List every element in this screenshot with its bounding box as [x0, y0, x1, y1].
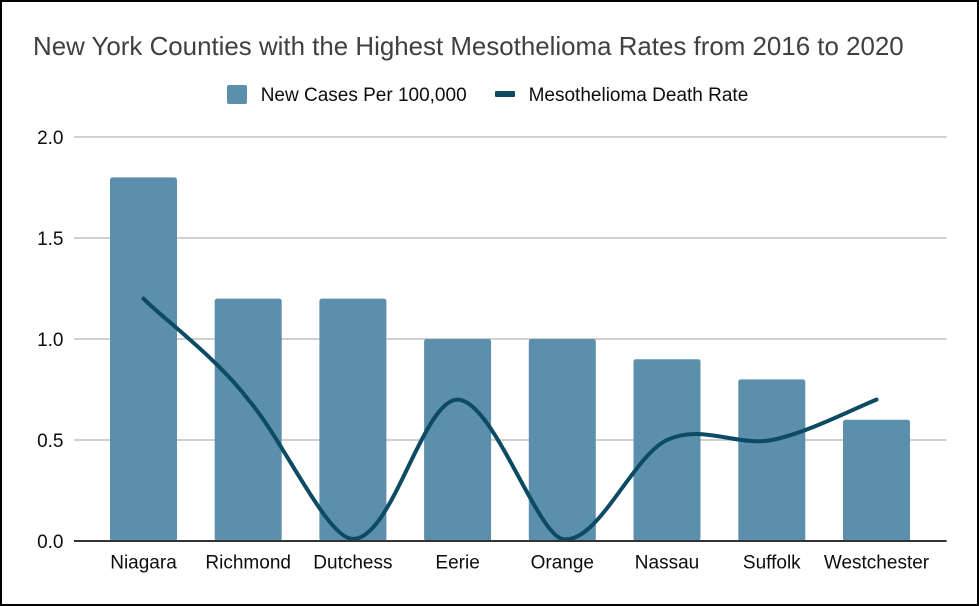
- svg-text:1.5: 1.5: [37, 229, 63, 250]
- svg-text:Suffolk: Suffolk: [743, 552, 801, 573]
- svg-text:1.0: 1.0: [37, 330, 63, 351]
- svg-text:0.5: 0.5: [37, 431, 63, 452]
- svg-text:Orange: Orange: [531, 552, 594, 573]
- svg-text:Nassau: Nassau: [635, 552, 699, 573]
- svg-text:Richmond: Richmond: [205, 552, 291, 573]
- svg-text:Westchester: Westchester: [824, 552, 930, 573]
- svg-text:Niagara: Niagara: [110, 552, 177, 573]
- svg-text:Eerie: Eerie: [435, 552, 479, 573]
- svg-text:2.0: 2.0: [37, 128, 63, 149]
- svg-text:0.0: 0.0: [37, 532, 63, 553]
- svg-text:Dutchess: Dutchess: [313, 552, 392, 573]
